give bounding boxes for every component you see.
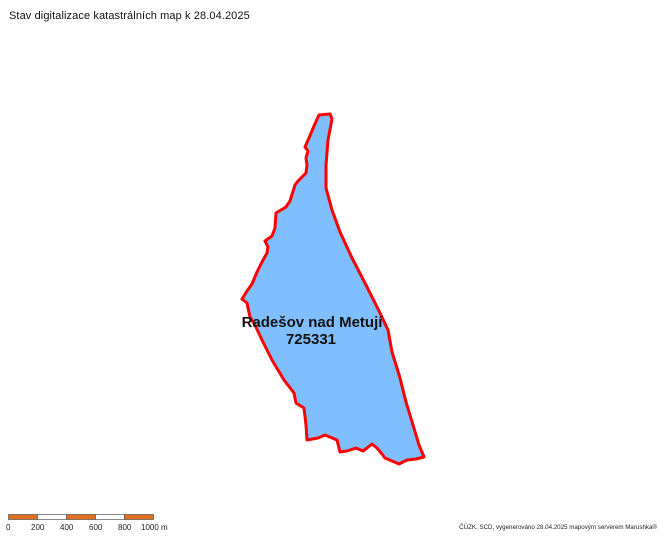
map-title: Stav digitalizace katastrálních map k 28…: [9, 10, 250, 22]
map-credit: ČÚZK, SCD, vygenerováno 28.04.2025 mapov…: [459, 524, 657, 531]
scale-label-200: 200: [31, 523, 45, 532]
scale-label-400: 400: [60, 523, 74, 532]
parcel-code-label: 725331: [286, 331, 336, 348]
parcel-name-label: Radešov nad Metují: [242, 314, 384, 331]
scale-segment-4: [95, 514, 125, 520]
scale-segment-3: [66, 514, 96, 520]
scale-segment-2: [37, 514, 67, 520]
scale-label-1000: 1000 m: [141, 523, 168, 532]
scale-label-0: 0: [6, 523, 11, 532]
cadastral-area-polygon[interactable]: [240, 112, 426, 466]
scale-segment-5: [124, 514, 154, 520]
scale-label-800: 800: [118, 523, 132, 532]
scale-segment-1: [8, 514, 38, 520]
scale-bar: [8, 514, 154, 520]
scale-label-600: 600: [89, 523, 103, 532]
